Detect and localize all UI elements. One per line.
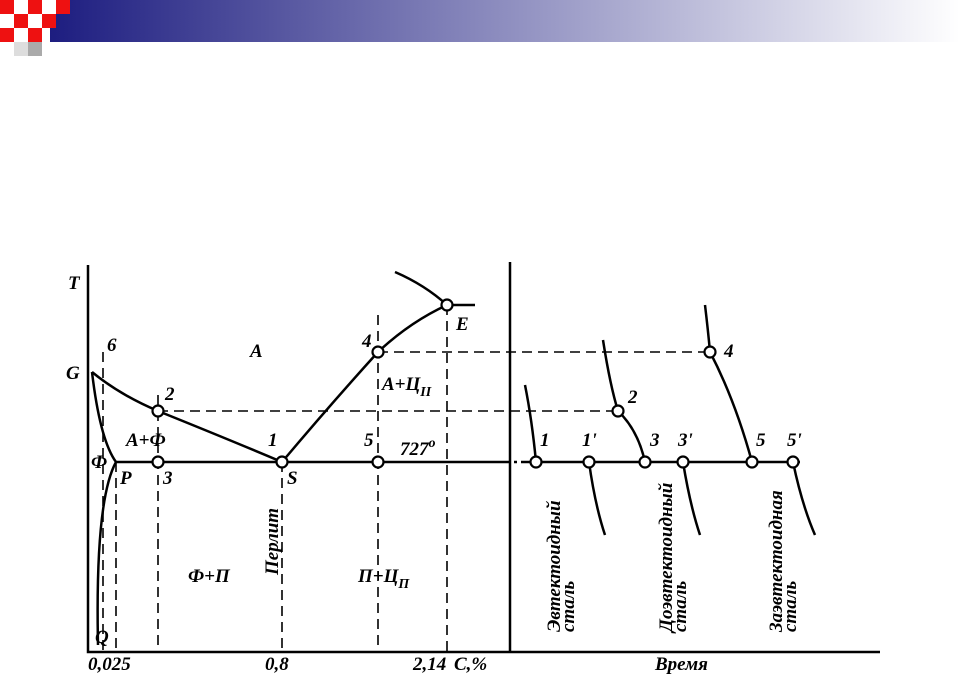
x-tick-label: 0,025 [88,654,131,675]
point-label: E [455,314,469,335]
x-tick-label: 2,14 [412,654,446,675]
axis-label: T [68,273,81,294]
steel-label: Эвтектоидныйсталь [544,500,579,632]
cooling-curves: 1 1' 3 3' 5 5' 2 4 Эвтектоидныйсталь Доэ… [540,341,802,675]
point-label: 2 [627,387,638,408]
steel-label: Доэвтектоидныйсталь [656,483,691,634]
point-label: 1' [582,430,597,451]
steel-label: Заэвтектоиднаясталь [766,490,801,633]
point-label: G [66,363,80,384]
point-label: 5 [364,430,374,451]
region-label: Перлит [262,508,283,576]
point-label: 2 [164,384,175,405]
point-label: Q [95,627,109,648]
guide-lines [102,305,710,652]
region-label: Ф+П [188,566,231,587]
point-label: 3 [649,430,660,451]
point-label: 3 [162,468,173,489]
phase-diagram: T G 6 2 A 4 E A+ЦII 1 5 727o A+Ф Ф P 3 S… [66,262,880,675]
axis-label: Время [654,654,708,675]
point-label: S [287,468,298,489]
temperature-label: 727o [400,436,436,460]
region-label: A+Ф [125,430,166,451]
point-label: 3' [677,430,693,451]
phase-lines [90,371,800,646]
x-tick-label: 0,8 [265,654,289,675]
point-label: 1 [268,430,278,451]
point-label: 1 [540,430,550,451]
point-label: 6 [107,335,117,356]
region-label: A+ЦII [381,374,432,400]
point-label: 4 [361,331,372,352]
region-label: A [249,341,263,362]
point-label: 4 [723,341,734,362]
point-label: P [119,468,132,489]
point-label: Ф [91,452,107,473]
points [151,298,800,469]
point-label: 5 [756,430,766,451]
header [0,0,960,56]
point-label: 5' [787,430,802,451]
axis-label: C,% [454,654,487,675]
axes [86,262,880,654]
region-label: П+ЦП [357,566,410,592]
